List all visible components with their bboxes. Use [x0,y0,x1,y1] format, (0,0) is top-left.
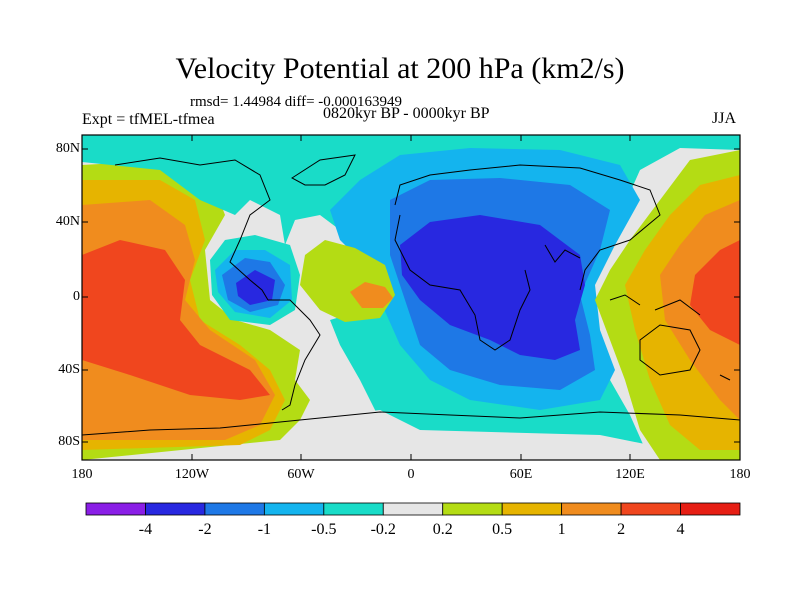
stats-text: rmsd= 1.44984 diff= -0.000163949 [190,94,403,110]
period-label: 0820kyr BP - 0000kyr BP [323,105,490,122]
lon-tick-label: 120W [174,467,210,482]
colorbar-swatch [442,502,503,516]
contour-pos-4-wp [690,240,740,345]
map-title: Velocity Potential at 200 hPa (km2/s) [175,52,625,85]
experiment-label: Expt = tfMEL-tfmea [82,111,215,128]
lat-tick-label: 40S [58,362,80,377]
colorbar-label: 0.2 [432,521,453,538]
colorbar-label: -1 [257,521,272,538]
colorbar-swatch [561,502,622,516]
colorbar-label: -0.5 [311,521,337,538]
colorbar-swatch [501,502,563,516]
contour-neg-2-main [400,215,585,360]
colorbar-label: 1 [557,521,566,538]
lon-tick-label: 60W [287,467,315,482]
colorbar-label: 4 [676,521,685,538]
lat-tick-label: 40N [55,214,80,229]
contour-south-band [290,410,650,460]
colorbar-swatch [145,502,206,516]
colorbar-swatch [263,502,325,516]
colorbar-swatch [382,502,444,516]
lat-tick-label: 0 [73,289,80,304]
lat-tick-label: 80S [58,434,80,449]
colorbar-label: -2 [198,521,212,538]
colorbar-label: -4 [138,521,153,538]
lat-tick-label: 80N [55,141,80,156]
lon-tick-label: 120E [615,467,645,482]
contour-pos-4 [82,240,270,400]
contour-field [82,135,740,460]
lon-tick-label: 60E [509,467,533,482]
colorbar-swatch [620,502,681,516]
coastlines [82,154,740,436]
colorbar [85,502,741,516]
colorbar-swatch [323,502,384,516]
lon-tick-label: 180 [729,467,751,482]
lon-tick-label: 180 [71,467,93,482]
colorbar-swatch [85,502,146,516]
colorbar-swatch [680,502,741,516]
colorbar-swatch [204,502,265,516]
colorbar-label: 2 [617,521,626,538]
colorbar-label: 0.5 [492,521,513,538]
axis-ticks [82,135,740,460]
season-label: JJA [712,110,737,127]
lon-tick-label: 0 [407,467,415,482]
contour-pos-1-atl [350,282,393,308]
colorbar-label: -0.2 [370,521,396,538]
